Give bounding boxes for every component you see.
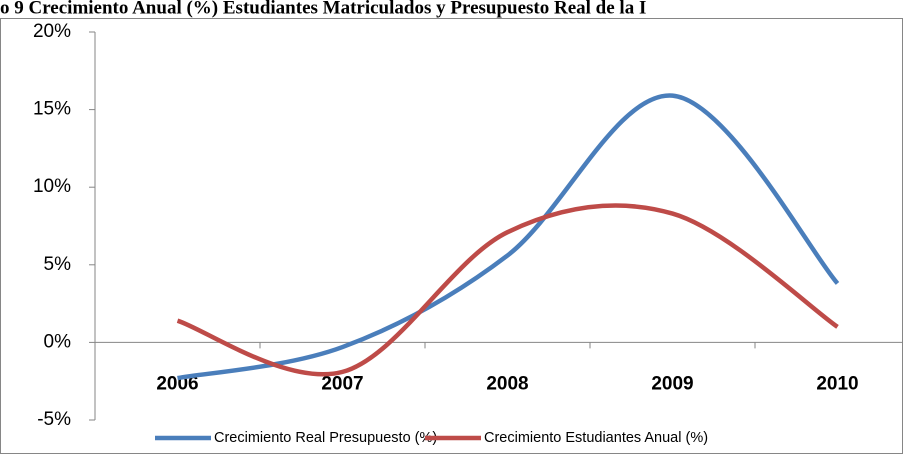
series-line: [176, 203, 839, 377]
y-tick-label: 0%: [44, 331, 72, 352]
y-tick-label: 20%: [33, 21, 71, 42]
legend-label: Crecimiento Real Presupuesto (%): [214, 430, 437, 446]
x-tick-label: 2008: [486, 373, 528, 394]
x-tick-label: 2010: [816, 373, 858, 394]
y-tick-label: 10%: [33, 176, 71, 197]
chart-title: o 9 Crecimiento Anual (%) Estudiantes Ma…: [0, 0, 646, 18]
y-tick-label: 5%: [44, 254, 72, 275]
series-line: [177, 93, 840, 381]
x-tick-label: 2007: [321, 373, 363, 394]
chart-frame: [0, 18, 903, 454]
legend-label: Crecimiento Estudiantes Anual (%): [484, 430, 708, 446]
x-tick-label: 2009: [651, 373, 693, 394]
y-tick-label: 15%: [33, 99, 71, 120]
y-tick-label: -5%: [37, 409, 71, 430]
